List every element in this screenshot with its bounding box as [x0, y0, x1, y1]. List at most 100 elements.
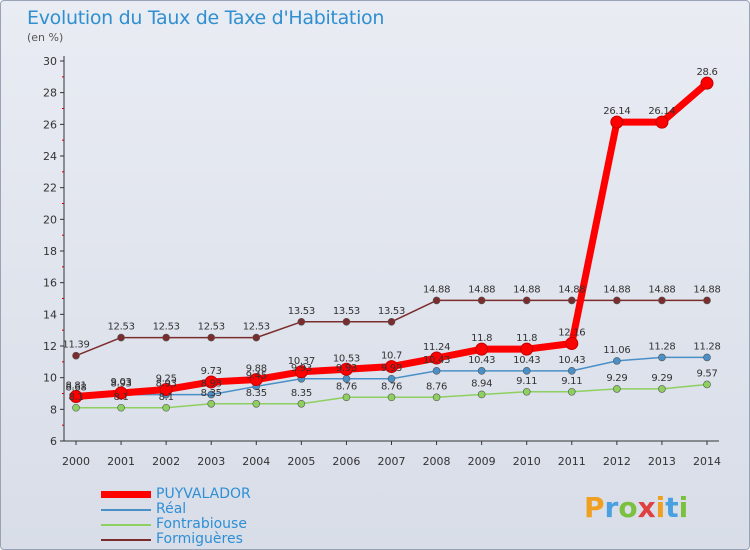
data-label: 9.29: [651, 373, 672, 384]
data-label: 8.68: [65, 383, 86, 394]
data-label: 9.93: [381, 363, 402, 374]
legend-item: Réal: [101, 501, 321, 517]
x-tick-label: 2004: [242, 455, 270, 468]
x-tick-label: 2003: [197, 455, 225, 468]
page-title: Evolution du Taux de Taxe d'Habitation: [27, 7, 385, 29]
data-label: 9.93: [291, 363, 312, 374]
legend-item: PUYVALADOR: [101, 486, 321, 502]
y-tick-label: 30: [43, 55, 57, 68]
y-tick-label: 10: [43, 372, 57, 385]
data-point: [565, 336, 579, 350]
data-point: [567, 367, 576, 375]
y-tick-label: 12: [43, 340, 57, 353]
y-tick-label: 24: [43, 150, 57, 163]
data-point: [613, 296, 621, 305]
series-fontrabiouse: [72, 380, 711, 412]
data-point: [522, 367, 531, 375]
data-point: [432, 393, 441, 402]
legend-swatch: [101, 524, 151, 526]
data-label: 8.93: [156, 379, 177, 390]
data-point: [385, 360, 398, 374]
data-label: 10.43: [468, 355, 495, 366]
data-point: [700, 76, 714, 90]
legend-swatch: [101, 491, 151, 498]
data-label: 11.8: [471, 333, 492, 344]
legend-swatch: [101, 539, 151, 541]
data-label: 14.88: [513, 284, 540, 295]
y-tick-label: 20: [43, 213, 57, 226]
data-label: 11.28: [693, 341, 720, 352]
data-point: [655, 115, 669, 129]
data-point: [297, 399, 306, 408]
x-tick-label: 2006: [332, 455, 360, 468]
data-point: [658, 296, 666, 305]
data-label: 10.7: [381, 351, 402, 362]
data-point: [520, 342, 534, 356]
data-point: [342, 317, 351, 326]
data-label: 9.25: [156, 374, 177, 385]
data-label: 9.73: [201, 366, 222, 377]
data-label: 8.93: [111, 379, 132, 390]
y-tick-label: 14: [43, 308, 57, 321]
logo-letter: i: [678, 491, 689, 524]
data-point: [477, 296, 486, 305]
data-label: 10.37: [288, 356, 315, 367]
series-puyvalador: [69, 76, 714, 404]
data-label: 12.53: [153, 322, 180, 333]
data-label: 13.53: [333, 306, 360, 317]
y-tick-label: 6: [50, 435, 57, 448]
data-point: [117, 403, 125, 412]
data-label: 11.39: [62, 340, 89, 351]
data-label: 14.88: [693, 284, 720, 295]
unit-label: (en %): [27, 31, 64, 44]
data-label: 26.14: [648, 106, 675, 117]
data-label: 10.43: [558, 355, 585, 366]
data-label: 9.45: [246, 370, 267, 381]
data-point: [72, 351, 80, 360]
data-point: [342, 393, 351, 402]
data-label: 26.14: [603, 106, 630, 117]
data-point: [658, 353, 666, 362]
data-label: 14.88: [423, 284, 450, 295]
data-point: [610, 115, 624, 129]
data-point: [387, 374, 396, 383]
data-point: [430, 351, 444, 365]
data-point: [72, 403, 80, 412]
data-point: [294, 365, 308, 379]
y-tick-label: 28: [43, 87, 57, 100]
data-point: [658, 385, 666, 393]
x-tick-label: 2014: [693, 455, 721, 468]
data-point: [477, 367, 486, 375]
data-label: 8.93: [201, 379, 222, 390]
data-point: [339, 362, 353, 376]
y-tick-label: 22: [43, 182, 57, 195]
data-point: [567, 296, 576, 305]
data-label: 8.1: [114, 392, 129, 403]
data-label: 12.53: [243, 322, 270, 333]
data-label: 9.93: [336, 363, 357, 374]
legend-item: Formiguères: [101, 531, 321, 547]
y-tick-label: 18: [43, 245, 57, 258]
data-point: [703, 296, 711, 305]
data-label: 9.57: [696, 368, 717, 379]
data-label: 14.88: [468, 284, 495, 295]
data-label: 14.88: [558, 284, 585, 295]
x-tick-label: 2012: [603, 455, 631, 468]
data-label: 14.88: [603, 284, 630, 295]
data-label: 8.76: [426, 381, 447, 392]
data-label: 9.11: [561, 376, 582, 387]
x-tick-label: 2008: [423, 455, 451, 468]
data-point: [69, 390, 83, 404]
data-point: [249, 373, 263, 387]
data-point: [432, 296, 441, 305]
data-point: [207, 390, 216, 399]
data-label: 8.76: [381, 381, 402, 392]
logo-letter: i: [655, 491, 666, 524]
data-point: [613, 357, 621, 365]
legend-item: Fontrabiouse: [101, 516, 321, 532]
data-point: [477, 390, 486, 399]
proxiti-logo: Proxiti: [584, 491, 688, 524]
legend-label: PUYVALADOR: [156, 486, 251, 502]
x-tick-label: 2000: [62, 455, 90, 468]
x-tick-label: 2013: [648, 455, 676, 468]
